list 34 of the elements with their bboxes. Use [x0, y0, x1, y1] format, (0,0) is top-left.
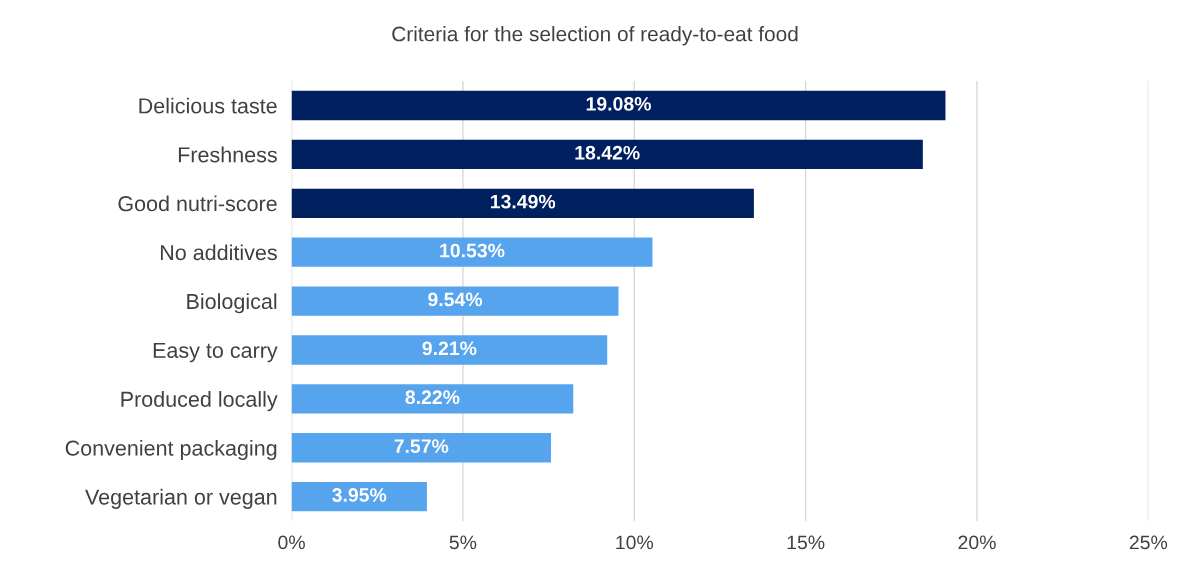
y-tick-label: Delicious taste — [139, 97, 277, 114]
data-label: 19.08% — [586, 96, 651, 111]
data-label: 3.95% — [332, 488, 387, 502]
y-tick-label: Easy to carry — [153, 342, 278, 363]
bar — [291, 335, 608, 365]
data-label: 7.57% — [394, 439, 449, 453]
bar — [291, 286, 619, 316]
x-tick-label: 20% — [958, 535, 996, 550]
bar — [291, 237, 653, 267]
x-tick-label: 10% — [616, 535, 654, 550]
bar — [291, 481, 427, 512]
bar — [291, 384, 574, 414]
data-label: 13.49% — [490, 194, 556, 209]
y-tick-label: Convenient packaging — [65, 439, 277, 461]
bar — [291, 90, 946, 121]
data-label: 9.54% — [428, 292, 483, 307]
bar — [291, 433, 551, 463]
data-label: 10.53% — [440, 243, 505, 258]
y-tick-label: Freshness — [178, 146, 277, 163]
y-tick-label: Produced locally — [121, 391, 278, 412]
data-label: 18.42% — [575, 145, 640, 160]
x-tick-label: 15% — [787, 535, 825, 550]
y-tick-label: No additives — [160, 244, 277, 261]
data-label: 9.21% — [422, 341, 477, 356]
chart-title: Criteria for the selection of ready-to-eat food — [392, 26, 798, 46]
bar — [291, 188, 754, 218]
y-tick-label: Biological — [187, 293, 277, 314]
data-label: 8.22% — [405, 390, 460, 405]
x-tick-label: 5% — [449, 535, 477, 550]
x-tick-label: 25% — [1129, 535, 1168, 550]
y-tick-label: Vegetarian or vegan — [85, 488, 277, 509]
x-tick-label: 0% — [278, 535, 305, 550]
y-tick-label: Good nutri-score — [118, 195, 277, 212]
bar — [291, 139, 923, 170]
